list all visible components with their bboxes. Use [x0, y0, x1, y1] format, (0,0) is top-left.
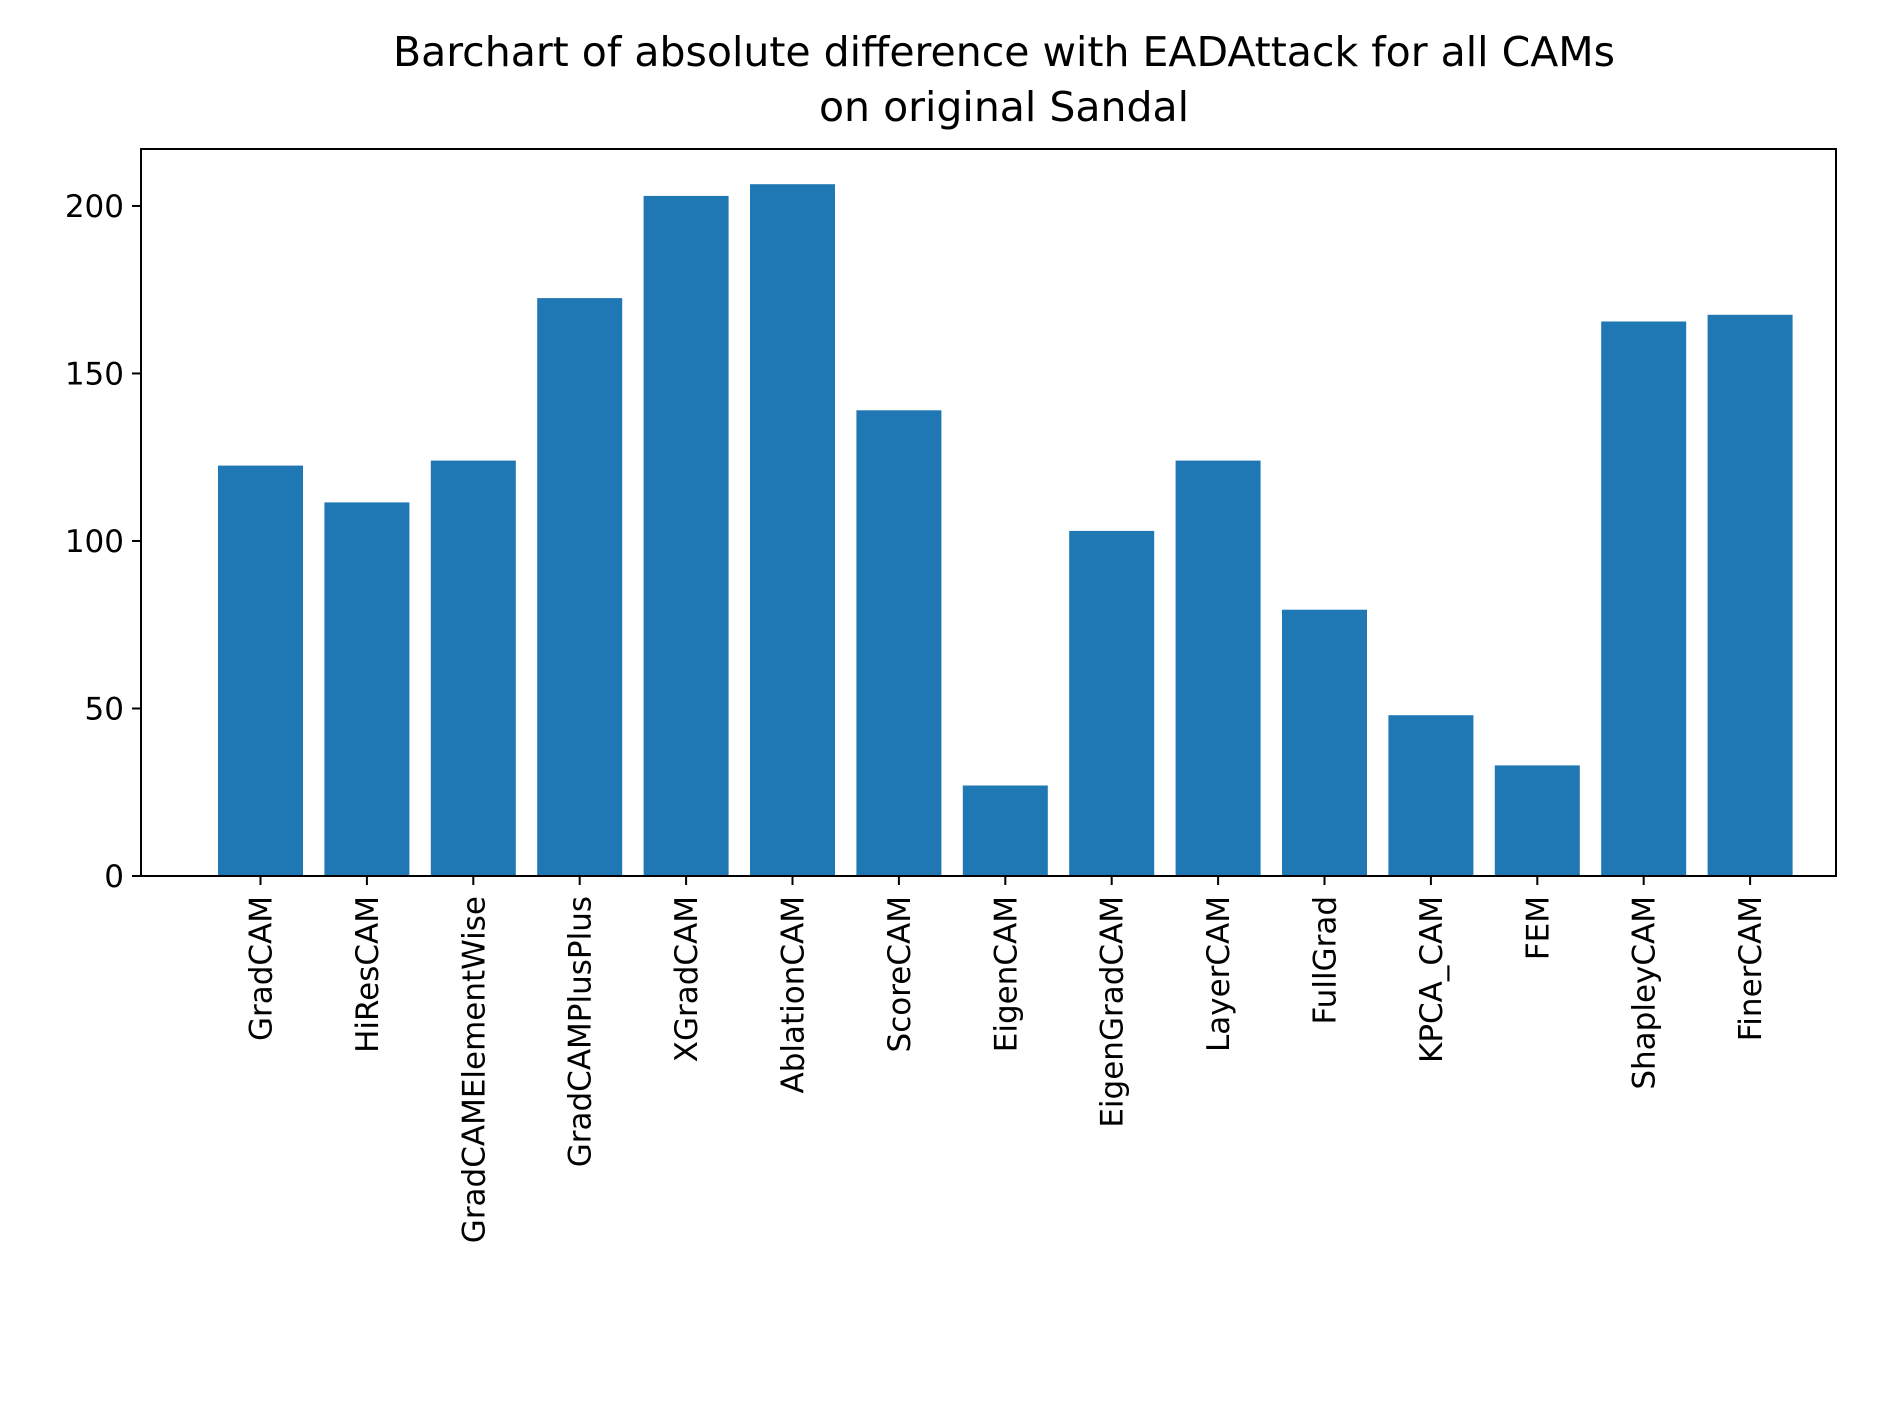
bar-kpca-cam: [1388, 715, 1474, 876]
x-tick-label: GradCAMPlusPlus: [563, 896, 599, 1167]
y-axis: 0 50 100 150 200: [65, 189, 141, 895]
x-tick-label: FinerCAM: [1733, 896, 1769, 1041]
x-tick-label: GradCAMElementWise: [456, 896, 492, 1243]
bar-ablationcam: [750, 184, 835, 876]
bars: [218, 184, 1793, 877]
x-tick-label: HiResCAM: [350, 896, 386, 1053]
y-tick-label: 150: [65, 356, 124, 392]
x-axis: GradCAM HiResCAM GradCAMElementWise GradCAM…: [244, 876, 1769, 1243]
bar-fullgrad: [1282, 609, 1367, 876]
bar-xgradcam: [643, 195, 729, 876]
bar-gradcamelementwise: [430, 460, 516, 876]
x-tick-label: FEM: [1520, 896, 1556, 960]
chart-title-line-2: on original Sandal: [819, 83, 1189, 131]
bar-eigencam: [962, 785, 1048, 876]
y-tick-label: 0: [104, 859, 124, 895]
x-tick-label: EigenGradCAM: [1095, 896, 1131, 1128]
chart-title: Barchart of absolute difference with EAD…: [393, 28, 1615, 131]
x-tick-label: XGradCAM: [669, 896, 705, 1062]
plot-frame: [140, 148, 1837, 877]
y-tick-label: 200: [65, 189, 124, 225]
y-tick-label: 100: [65, 524, 124, 560]
x-tick-label: EigenCAM: [988, 896, 1024, 1052]
x-tick-label: AblationCAM: [776, 896, 812, 1093]
x-tick-label: KPCA_CAM: [1414, 896, 1450, 1063]
y-tick-label: 50: [85, 691, 124, 727]
x-tick-label: ShapleyCAM: [1627, 896, 1663, 1090]
bar-eigengradcam: [1069, 530, 1155, 876]
bar-fem: [1494, 765, 1580, 876]
x-tick-label: LayerCAM: [1201, 896, 1237, 1052]
bar-layercam: [1175, 460, 1261, 876]
x-tick-label: GradCAM: [244, 896, 280, 1041]
bar-scorecam: [856, 410, 942, 876]
bar-finercam: [1707, 314, 1793, 876]
chart-title-line-1: Barchart of absolute difference with EAD…: [393, 28, 1615, 76]
bar-gradcam: [218, 465, 303, 876]
x-tick-label: ScoreCAM: [882, 896, 918, 1052]
bar-gradcamplusplus: [537, 298, 623, 877]
bar-shapleycam: [1601, 321, 1687, 876]
x-tick-label: FullGrad: [1308, 896, 1344, 1024]
bar-hirescam: [324, 502, 410, 876]
